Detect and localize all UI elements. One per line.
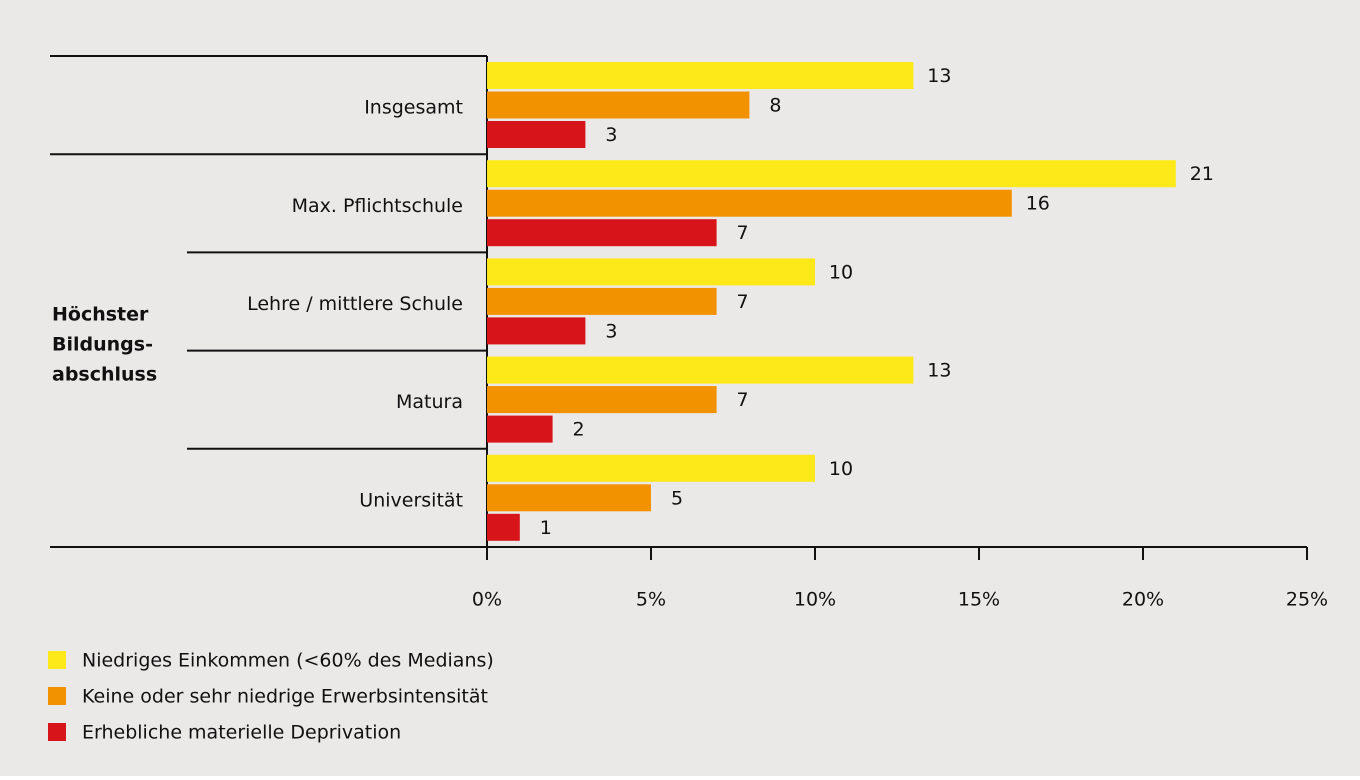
value-label: 13 bbox=[927, 65, 951, 87]
x-tick-label: 20% bbox=[1122, 589, 1164, 611]
value-label: 10 bbox=[829, 458, 853, 480]
legend-label: Erhebliche materielle Deprivation bbox=[82, 722, 401, 744]
value-label: 5 bbox=[671, 487, 683, 509]
value-label: 7 bbox=[737, 291, 749, 313]
bar bbox=[487, 513, 520, 541]
bar bbox=[487, 287, 717, 315]
bar bbox=[487, 189, 1012, 217]
value-label: 3 bbox=[605, 124, 617, 146]
bar bbox=[487, 356, 914, 384]
value-label: 13 bbox=[927, 360, 951, 382]
group-label: Bildungs- bbox=[52, 334, 153, 356]
x-tick-label: 0% bbox=[472, 589, 502, 611]
x-tick-label: 15% bbox=[958, 589, 1000, 611]
bar bbox=[487, 62, 914, 89]
value-label: 8 bbox=[769, 95, 781, 117]
bar bbox=[487, 219, 717, 247]
category-label: Matura bbox=[396, 391, 463, 413]
bar bbox=[487, 317, 586, 345]
x-tick-label: 5% bbox=[636, 589, 666, 611]
legend-swatch bbox=[48, 723, 66, 741]
category-label: Max. Pflichtschule bbox=[292, 195, 463, 217]
category-label: Insgesamt bbox=[364, 97, 463, 119]
value-label: 1 bbox=[540, 517, 552, 539]
value-label: 3 bbox=[605, 320, 617, 342]
bar bbox=[487, 160, 1176, 188]
group-label: abschluss bbox=[52, 364, 157, 386]
legend-label: Keine oder sehr niedrige Erwerbsintensit… bbox=[82, 686, 488, 708]
bar bbox=[487, 91, 750, 119]
bar bbox=[487, 454, 815, 482]
bar bbox=[487, 121, 586, 148]
x-tick-label: 10% bbox=[794, 589, 836, 611]
value-label: 10 bbox=[829, 261, 853, 283]
legend-swatch bbox=[48, 651, 66, 669]
value-label: 7 bbox=[737, 222, 749, 244]
legend-label: Niedriges Einkommen (<60% des Medians) bbox=[82, 650, 494, 672]
bar bbox=[487, 415, 553, 443]
value-label: 7 bbox=[737, 389, 749, 411]
group-label: Höchster bbox=[52, 304, 149, 326]
value-label: 21 bbox=[1190, 163, 1214, 185]
category-label: Universität bbox=[359, 489, 463, 511]
value-label: 2 bbox=[573, 419, 585, 441]
category-label: Lehre / mittlere Schule bbox=[247, 293, 463, 315]
value-label: 16 bbox=[1026, 193, 1050, 215]
legend-swatch bbox=[48, 687, 66, 705]
bar bbox=[487, 386, 717, 414]
x-tick-label: 25% bbox=[1286, 589, 1328, 611]
bar bbox=[487, 258, 815, 286]
bar bbox=[487, 484, 651, 512]
